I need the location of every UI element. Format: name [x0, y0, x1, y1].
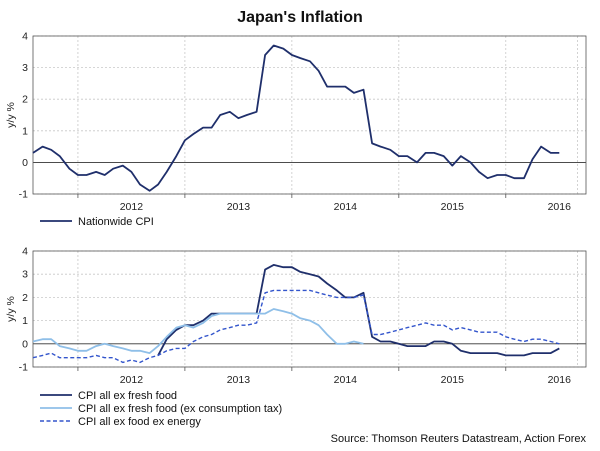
y-axis-label: y/y %: [5, 296, 17, 322]
x-tick-label: 2014: [334, 374, 358, 386]
legend-label: CPI all ex food ex energy: [78, 416, 201, 428]
x-tick-label: 2012: [120, 374, 144, 386]
y-tick-label: -1: [19, 362, 28, 374]
panel-core-cpi: -1 0 1 2 3 4 2012 2013 2014 2015 2016 y/y %: [5, 246, 587, 386]
y-tick-label: 0: [22, 338, 28, 350]
y-tick-label: 3: [22, 269, 28, 281]
x-tick-label: 2012: [120, 201, 144, 213]
x-tick-label: 2016: [548, 374, 572, 386]
legend-label: CPI all ex fresh food: [78, 390, 177, 402]
x-tick-label: 2015: [441, 374, 465, 386]
x-tick-label: 2013: [227, 201, 251, 213]
x-tick-label: 2015: [441, 201, 465, 213]
x-tick-label: 2016: [548, 201, 572, 213]
x-tick-label: 2014: [334, 201, 358, 213]
chart-title: Japan's Inflation: [237, 9, 363, 26]
y-tick-label: 2: [22, 292, 28, 304]
legend-top: Nationwide CPI: [40, 216, 154, 228]
legend-label: Nationwide CPI: [78, 216, 154, 228]
y-axis-label: y/y %: [5, 102, 17, 128]
series-line-nationwide-cpi: [32, 44, 560, 192]
y-tick-label: 2: [22, 94, 28, 106]
series-line-cpi-all-ex-fresh-food-ex-consumption-tax: [32, 308, 364, 355]
series-line-cpi-all-ex-food-ex-energy: [32, 289, 560, 364]
y-tick-label: 1: [22, 315, 28, 327]
x-tick-label: 2013: [227, 374, 251, 386]
y-tick-label: 3: [22, 62, 28, 74]
y-tick-label: -1: [19, 189, 28, 201]
y-tick-label: 1: [22, 125, 28, 137]
source-note: Source: Thomson Reuters Datastream, Acti…: [331, 433, 587, 445]
y-tick-label: 4: [22, 246, 28, 258]
plot-frame: [32, 250, 587, 368]
plot-frame: [32, 35, 587, 195]
panel-nationwide-cpi: -1 0 1 2 3 4 2012 2013 2014 2015 2016 y/y %: [5, 31, 587, 213]
y-tick-label: 0: [22, 157, 28, 169]
y-tick-label: 4: [22, 31, 28, 43]
legend-label: CPI all ex fresh food (ex consumption ta…: [78, 403, 282, 415]
